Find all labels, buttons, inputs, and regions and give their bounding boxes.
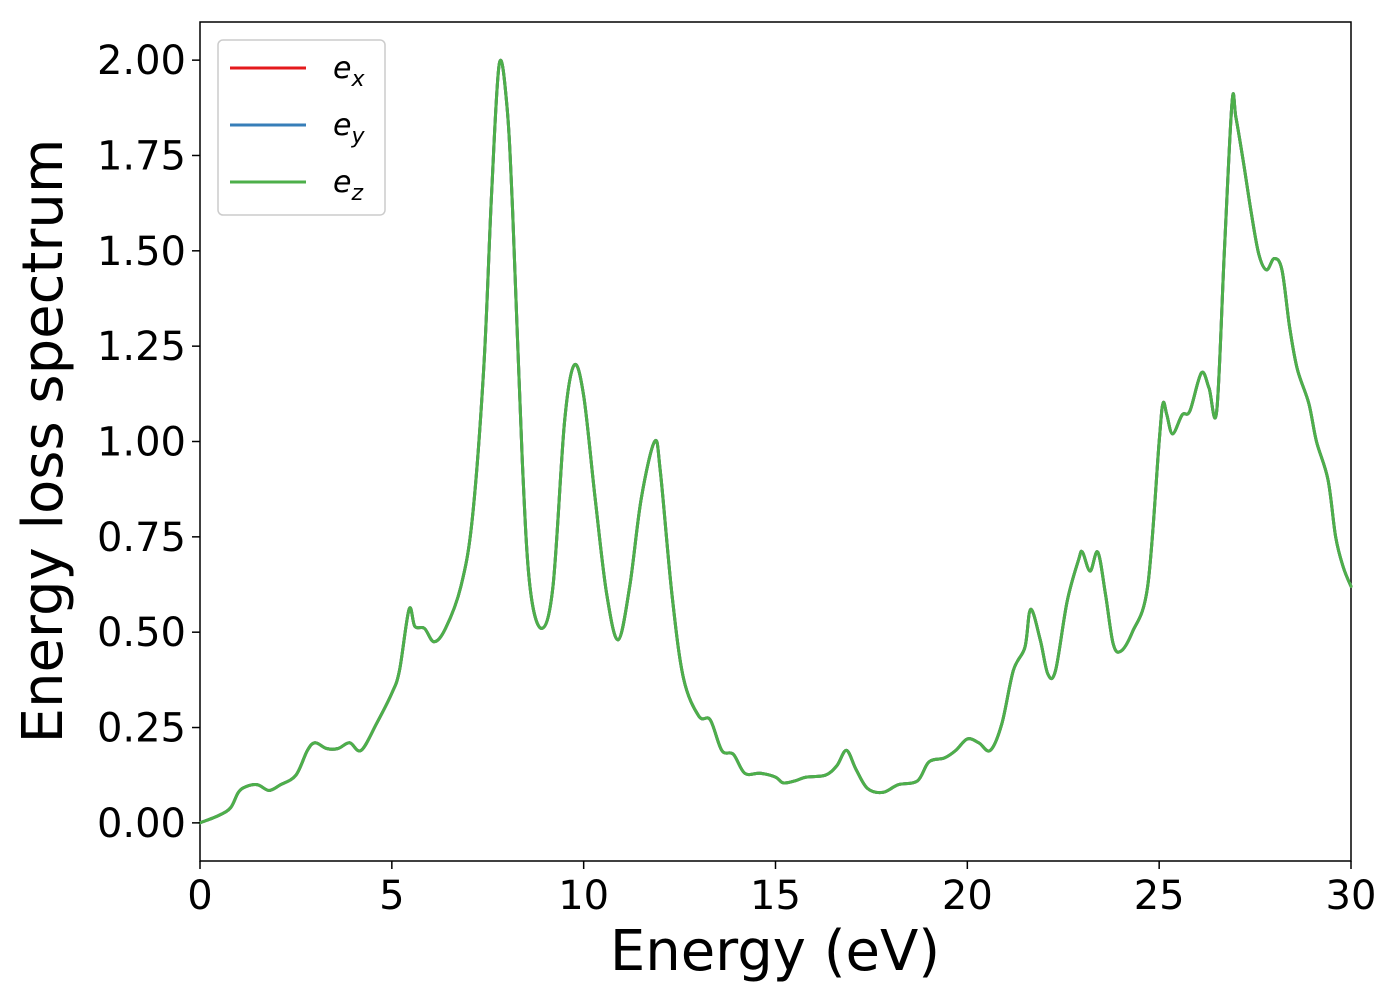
y-tick-label: 1.00 bbox=[97, 420, 186, 466]
y-tick-label: 0.75 bbox=[97, 515, 186, 561]
x-tick-label: 15 bbox=[750, 873, 801, 919]
legend-label: ex bbox=[333, 51, 365, 92]
y-tick-label: 1.25 bbox=[97, 324, 186, 370]
legend-label: ey bbox=[333, 108, 365, 149]
y-tick-label: 0.50 bbox=[97, 610, 186, 656]
series-group bbox=[198, 58, 1353, 825]
x-tick-label: 25 bbox=[1134, 873, 1185, 919]
y-axis: 0.00 0.25 0.50 0.75 1.00 1.25 1.50 1.75 2.00 bbox=[97, 38, 200, 847]
x-tick-label: 30 bbox=[1326, 873, 1377, 919]
y-tick-label: 0.00 bbox=[97, 801, 186, 847]
x-tick-label: 10 bbox=[558, 873, 609, 919]
y-tick-label: 0.25 bbox=[97, 706, 186, 752]
y-axis-title: Energy loss spectrum bbox=[11, 139, 76, 744]
y-tick-label: 2.00 bbox=[97, 38, 186, 84]
x-tick-label: 20 bbox=[942, 873, 993, 919]
x-tick-label: 0 bbox=[187, 873, 212, 919]
y-tick-label: 1.75 bbox=[97, 133, 186, 179]
x-axis-title: Energy (eV) bbox=[610, 919, 940, 984]
legend-frame bbox=[217, 39, 386, 216]
legend-label: ez bbox=[333, 165, 363, 206]
x-tick-label: 5 bbox=[379, 873, 404, 919]
series-line-e-z bbox=[198, 58, 1353, 825]
plot-area bbox=[198, 21, 1353, 862]
y-tick-label: 1.50 bbox=[97, 229, 186, 275]
legend: ex ey ez bbox=[217, 39, 386, 216]
x-axis: 0 5 10 15 20 25 30 bbox=[187, 861, 1376, 919]
